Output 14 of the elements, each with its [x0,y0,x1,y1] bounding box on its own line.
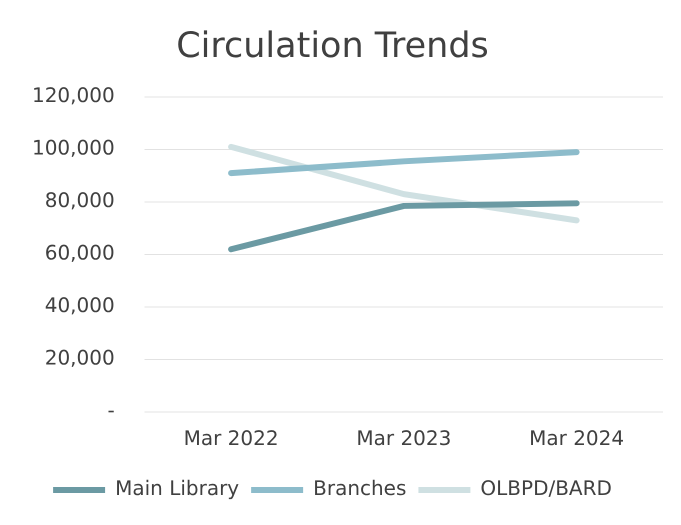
y-tick-label: 60,000 [44,240,115,265]
x-tick-label: Mar 2022 [184,426,279,450]
y-tick-label: 40,000 [44,293,115,318]
x-tick-label: Mar 2024 [529,426,624,450]
y-tick-label: 100,000 [32,136,115,160]
legend-label: OLBPD/BARD [480,476,612,500]
y-tick-label: 80,000 [44,188,115,212]
chart-title: Circulation Trends [176,26,489,66]
y-tick-label: 120,000 [32,83,115,108]
x-tick-label: Mar 2023 [356,426,452,450]
y-tick-label: - [107,398,115,422]
legend-label: Main Library [115,476,240,500]
legend-label: Branches [313,476,406,500]
y-tick-label: 20,000 [44,346,115,370]
